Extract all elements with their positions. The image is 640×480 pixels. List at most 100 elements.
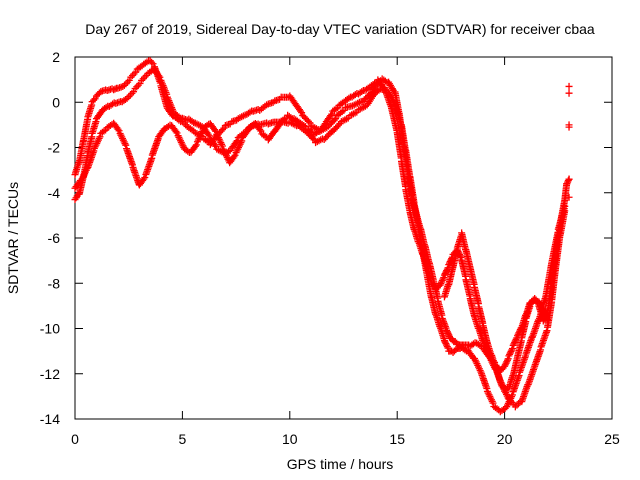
data-point-track-d (541, 312, 549, 320)
data-point-track-b (125, 93, 133, 101)
data-point-track-d (532, 298, 540, 306)
data-point-track-c (92, 141, 100, 149)
data-point-track-b (443, 343, 451, 351)
data-point-track-c (508, 344, 516, 352)
data-point-track-c (120, 138, 128, 146)
data-point-track-b (139, 75, 147, 83)
y-tick-label: 0 (52, 94, 60, 110)
data-point-track-c (195, 134, 203, 142)
data-point-track-c (306, 127, 314, 135)
data-point-track-c (275, 121, 283, 129)
y-tick-label: -2 (48, 140, 61, 156)
data-point-track-a (149, 60, 157, 68)
data-point-track-c (232, 149, 240, 157)
data-point-isolated-points (565, 123, 573, 131)
data-point-track-b (134, 81, 142, 89)
data-point-track-a (124, 78, 132, 86)
y-tick-label: -8 (48, 275, 61, 291)
data-point-track-c (358, 88, 366, 96)
data-point-track-c (218, 142, 226, 150)
y-axis-label: SDTVAR / TECUs (5, 182, 21, 294)
data-point-track-c (332, 105, 340, 113)
data-point-track-c (300, 122, 308, 130)
data-point-track-c (512, 335, 520, 343)
data-point-track-c (122, 141, 130, 149)
series-isolated-points (565, 82, 573, 201)
data-point-track-b (155, 72, 163, 80)
data-point-track-a (122, 80, 130, 88)
data-point-track-a (127, 73, 135, 81)
data-point-track-a (218, 126, 226, 134)
data-point-track-c (90, 144, 98, 152)
data-point-track-d (540, 316, 548, 324)
data-point-track-c (221, 148, 229, 156)
data-point-track-c (234, 145, 242, 153)
data-point-track-c (328, 110, 336, 118)
data-point-isolated-points (565, 89, 573, 97)
data-point-track-c (197, 129, 205, 137)
data-point-track-c (121, 140, 129, 148)
data-point-track-a (330, 116, 338, 124)
data-point-track-b (128, 89, 136, 97)
y-tick-label: -12 (40, 366, 60, 382)
data-point-track-c (223, 154, 231, 161)
x-tick-label: 10 (282, 431, 298, 447)
data-point-track-c (238, 137, 246, 145)
data-point-track-c (313, 129, 321, 137)
data-point-track-a (120, 81, 128, 89)
x-axis-label: GPS time / hours (287, 456, 394, 472)
data-point-track-c (192, 141, 200, 149)
data-point-track-d (498, 382, 506, 390)
y-tick-label: 2 (52, 49, 60, 65)
data-point-track-a (128, 72, 136, 80)
data-point-track-b (133, 83, 141, 91)
data-point-track-b (138, 76, 146, 84)
data-point-track-c (198, 128, 206, 136)
data-point-track-c (218, 140, 226, 148)
data-point-track-c (327, 112, 335, 120)
data-point-track-c (95, 134, 103, 142)
data-point-track-c (236, 140, 244, 148)
data-point-track-b (204, 130, 212, 138)
data-point-track-b (309, 134, 317, 142)
data-point-track-b (485, 391, 493, 399)
data-point-track-c (320, 121, 328, 129)
y-tick-label: -4 (48, 185, 61, 201)
data-point-track-c (193, 138, 201, 146)
data-point-track-b (131, 84, 139, 92)
data-point-isolated-points (565, 193, 573, 201)
data-point-track-c (222, 150, 230, 158)
data-point-track-c (439, 275, 447, 283)
data-point-track-b (508, 393, 516, 401)
data-point-track-a (306, 119, 314, 127)
x-tick-label: 15 (389, 431, 405, 447)
data-point-track-b (211, 141, 219, 149)
data-point-track-a (332, 115, 340, 123)
y-tick-label: -14 (40, 411, 60, 427)
data-point-track-c (230, 153, 238, 161)
data-point-track-b (488, 397, 496, 405)
data-point-track-c (436, 281, 444, 289)
data-point-track-c (235, 142, 243, 150)
data-point-track-c (114, 125, 122, 133)
data-point-track-c (256, 125, 264, 133)
data-point-track-b (487, 396, 495, 404)
data-point-track-b (461, 346, 469, 354)
data-point-isolated-points (565, 82, 573, 90)
data-point-track-b (484, 389, 492, 397)
data-point-track-a (130, 70, 138, 78)
data-point-track-d (539, 317, 547, 325)
data-point-track-c (237, 139, 245, 147)
x-tick-label: 0 (71, 431, 79, 447)
data-point-track-b (505, 398, 513, 406)
data-point-track-c (280, 115, 288, 123)
data-point-track-c (93, 139, 101, 147)
data-point-track-c (243, 128, 251, 136)
data-point-track-c (213, 130, 221, 138)
data-point-track-c (119, 136, 127, 144)
data-point-track-b (503, 403, 511, 411)
data-point-track-b (141, 73, 149, 81)
data-point-track-c (215, 135, 223, 143)
data-point-track-c (140, 175, 148, 183)
